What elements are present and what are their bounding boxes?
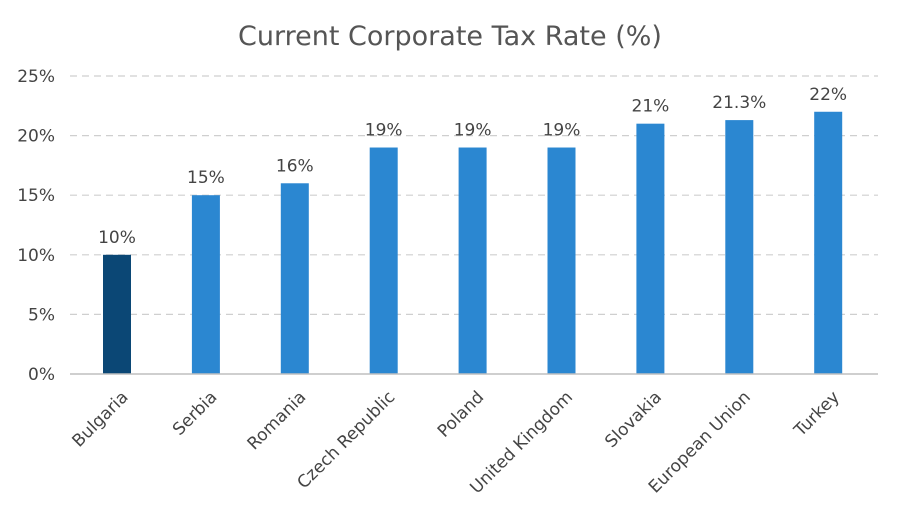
data-label: 15% xyxy=(187,168,225,188)
y-tick-label: 25% xyxy=(17,67,55,87)
data-label: 19% xyxy=(454,121,492,141)
data-label: 21% xyxy=(632,97,670,117)
y-tick-label: 20% xyxy=(17,127,55,147)
bar xyxy=(191,195,220,374)
data-label: 10% xyxy=(98,228,136,248)
x-category-label: Romania xyxy=(244,387,311,454)
bar xyxy=(280,183,309,374)
y-tick-label: 15% xyxy=(17,186,55,206)
data-label: 21.3% xyxy=(712,93,766,113)
x-category-label: Poland xyxy=(434,387,488,441)
chart-title: Current Corporate Tax Rate (%) xyxy=(238,21,662,52)
bar xyxy=(636,123,665,375)
y-tick-label: 10% xyxy=(17,246,55,266)
data-label: 19% xyxy=(365,121,403,141)
x-category-label: Bulgaria xyxy=(69,387,133,451)
x-category-label: Turkey xyxy=(790,387,844,441)
bar xyxy=(547,147,576,374)
bar xyxy=(458,147,487,374)
bar xyxy=(369,147,398,374)
data-label: 16% xyxy=(276,156,314,176)
bars xyxy=(103,111,843,375)
x-category-label: Slovakia xyxy=(601,387,666,452)
data-labels: 10% 15% 16% 19% 19% 19% 21% 21.3% 22% xyxy=(98,85,847,248)
x-category-label: Czech Republic xyxy=(294,387,400,493)
y-tick-label: 0% xyxy=(28,365,55,385)
data-label: 22% xyxy=(809,85,847,105)
x-category-label: Serbia xyxy=(169,387,221,439)
y-tick-label: 5% xyxy=(28,305,55,325)
bar xyxy=(814,111,843,374)
data-label: 19% xyxy=(543,121,581,141)
y-axis-tick-labels: 0% 5% 10% 15% 20% 25% xyxy=(17,67,55,385)
bar xyxy=(103,254,131,374)
bar xyxy=(725,120,754,374)
